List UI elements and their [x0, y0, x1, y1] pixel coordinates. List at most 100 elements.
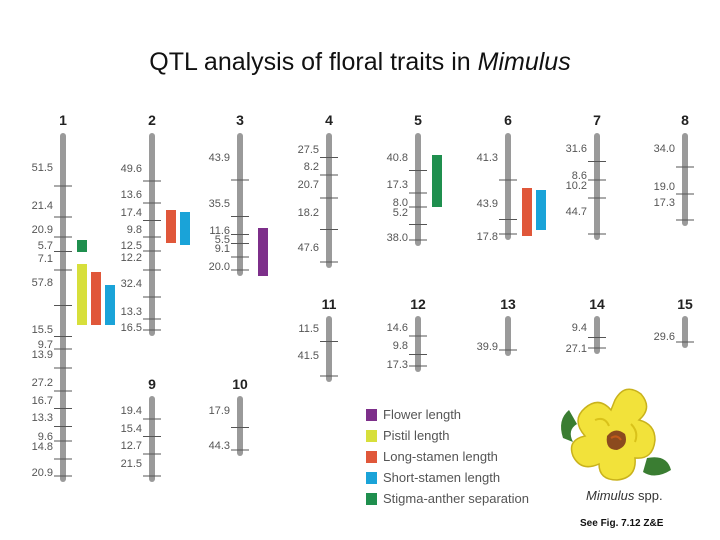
interval-label: 49.6	[121, 163, 142, 175]
qtl-bar-long	[166, 210, 176, 243]
interval-label: 13.9	[32, 349, 53, 361]
interval-label: 5.2	[393, 207, 408, 219]
qtl-bar-short	[536, 190, 546, 230]
species-caption: Mimulus spp.	[586, 488, 663, 503]
chromosome-number-1: 1	[59, 112, 67, 128]
interval-label: 27.5	[298, 144, 319, 156]
interval-label: 19.4	[121, 405, 142, 417]
interval-label: 17.3	[387, 179, 408, 191]
chromosome-number-7: 7	[593, 112, 601, 128]
interval-label: 31.6	[566, 143, 587, 155]
legend-swatch-pistil	[366, 430, 377, 442]
interval-label: 17.8	[477, 231, 498, 243]
legend-swatch-stigma	[366, 493, 377, 505]
chromosome-bar-9	[149, 396, 155, 482]
legend-label: Stigma-anther separation	[383, 491, 529, 506]
interval-label: 16.5	[121, 322, 142, 334]
interval-label: 14.6	[387, 322, 408, 334]
interval-label: 19.0	[654, 181, 675, 193]
qtl-bar-short	[105, 285, 115, 325]
legend-swatch-short	[366, 472, 377, 484]
chromosome-bar-6	[505, 133, 511, 240]
qtl-bar-long	[91, 272, 101, 325]
interval-label: 43.9	[477, 198, 498, 210]
interval-label: 18.2	[298, 207, 319, 219]
qtl-bar-stigma	[77, 240, 87, 252]
qtl-bar-short	[180, 212, 190, 245]
interval-label: 27.1	[566, 343, 587, 355]
chromosome-bar-13	[505, 316, 511, 356]
interval-label: 8.6	[572, 170, 587, 182]
interval-label: 12.2	[121, 252, 142, 264]
interval-label: 41.3	[477, 152, 498, 164]
interval-label: 15.4	[121, 423, 142, 435]
interval-label: 32.4	[121, 278, 142, 290]
interval-label: 35.5	[209, 198, 230, 210]
interval-label: 51.5	[32, 162, 53, 174]
chromosome-bar-12	[415, 316, 421, 372]
interval-label: 29.6	[654, 331, 675, 343]
chromosome-number-13: 13	[500, 296, 516, 312]
interval-label: 9.1	[215, 243, 230, 255]
interval-label: 39.9	[477, 341, 498, 353]
legend-label: Short-stamen length	[383, 470, 501, 485]
interval-label: 17.9	[209, 405, 230, 417]
interval-label: 20.9	[32, 224, 53, 236]
interval-label: 34.0	[654, 143, 675, 155]
interval-label: 17.3	[654, 197, 675, 209]
chromosome-bar-4	[326, 133, 332, 268]
chromosome-bar-10	[237, 396, 243, 456]
interval-label: 17.3	[387, 359, 408, 371]
chromosome-number-14: 14	[589, 296, 605, 312]
chromosome-bar-5	[415, 133, 421, 246]
qtl-bar-stigma	[432, 155, 442, 207]
chromosome-bar-1	[60, 133, 66, 482]
interval-label: 14.8	[32, 441, 53, 453]
interval-label: 13.6	[121, 189, 142, 201]
interval-label: 47.6	[298, 242, 319, 254]
interval-label: 15.5	[32, 324, 53, 336]
chromosome-number-2: 2	[148, 112, 156, 128]
interval-label: 12.5	[121, 240, 142, 252]
interval-label: 9.6	[38, 431, 53, 443]
chromosome-number-9: 9	[148, 376, 156, 392]
interval-label: 9.4	[572, 322, 587, 334]
qtl-bar-flower	[258, 228, 268, 276]
chromosome-number-6: 6	[504, 112, 512, 128]
interval-label: 43.9	[209, 152, 230, 164]
interval-label: 38.0	[387, 232, 408, 244]
interval-label: 5.7	[38, 240, 53, 252]
interval-label: 12.7	[121, 440, 142, 452]
interval-label: 5.5	[215, 234, 230, 246]
interval-label: 40.8	[387, 152, 408, 164]
interval-label: 9.8	[127, 224, 142, 236]
interval-label: 57.8	[32, 277, 53, 289]
interval-label: 8.2	[304, 161, 319, 173]
interval-label: 11.5	[298, 323, 319, 335]
chromosome-bar-7	[594, 133, 600, 240]
caption-suffix: spp.	[634, 488, 663, 503]
interval-label: 16.7	[32, 395, 53, 407]
chromosome-number-3: 3	[236, 112, 244, 128]
chromosome-bar-8	[682, 133, 688, 226]
interval-label: 13.3	[121, 306, 142, 318]
interval-label: 20.7	[298, 179, 319, 191]
figure-reference: See Fig. 7.12 Z&E	[580, 518, 664, 529]
interval-label: 41.5	[298, 350, 319, 362]
chromosome-bar-15	[682, 316, 688, 348]
qtl-bar-pistil	[77, 264, 87, 325]
page-title: QTL analysis of floral traits in Mimulus	[0, 48, 720, 77]
legend-swatch-flower	[366, 409, 377, 421]
mimulus-flower-image	[561, 388, 671, 481]
chromosome-number-11: 11	[322, 296, 337, 312]
interval-label: 21.4	[32, 200, 53, 212]
legend-label: Flower length	[383, 407, 462, 422]
chromosome-bar-3	[237, 133, 243, 276]
interval-label: 44.3	[209, 440, 230, 452]
caption-genus: Mimulus	[586, 488, 635, 503]
interval-label: 10.2	[566, 180, 587, 192]
interval-label: 21.5	[121, 458, 142, 470]
interval-label: 9.7	[38, 339, 53, 351]
interval-label: 8.0	[393, 197, 408, 209]
